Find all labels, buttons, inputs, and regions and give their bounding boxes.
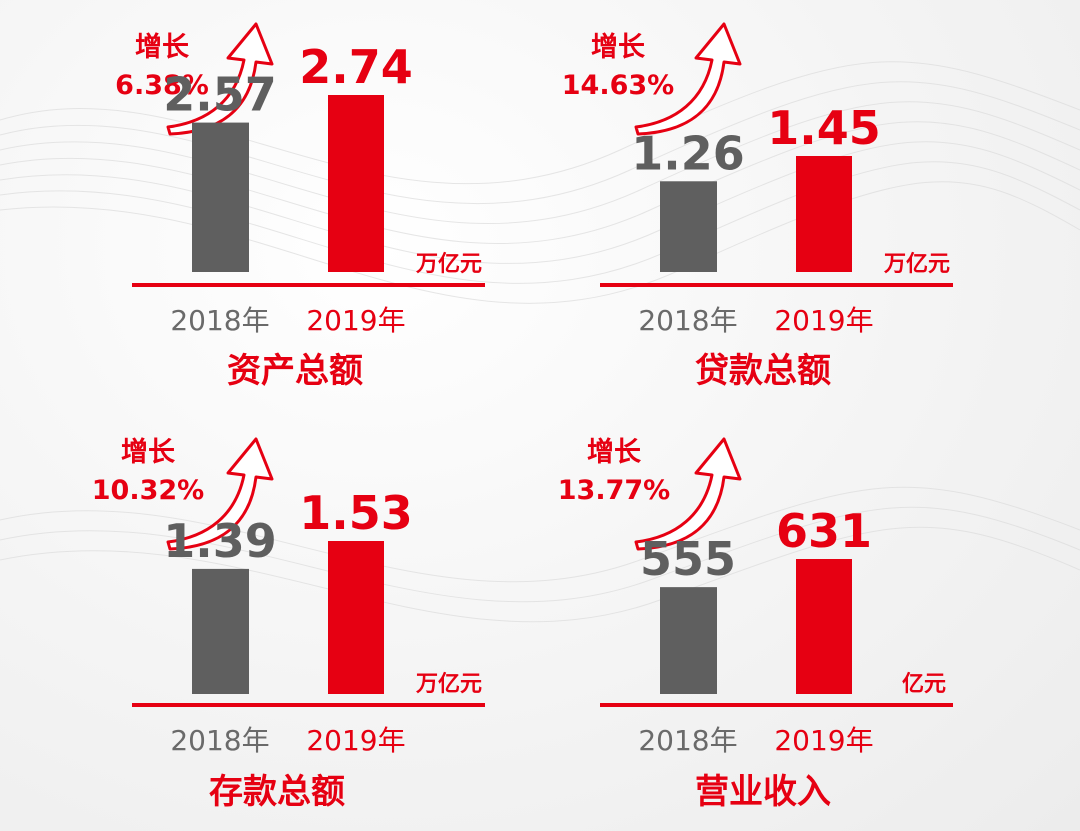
chart-deposits: 增长 10.32% 1.39 1.53 万亿元 2018年 2019年 存款总额: [92, 436, 485, 812]
unit-label: 万亿元: [415, 672, 482, 697]
growth-label: 增长: [587, 436, 642, 468]
growth-value: 6.38%: [115, 70, 209, 101]
category-label-2018: 2018年: [638, 304, 737, 337]
bar-2019: [328, 95, 384, 272]
value-label-2018: 555: [640, 532, 736, 586]
growth-value: 13.77%: [558, 475, 670, 506]
chart-title: 存款总额: [209, 772, 345, 812]
growth-arrow-icon: [166, 437, 274, 551]
curved-up-arrow-icon: [634, 437, 742, 551]
category-label-2019: 2019年: [306, 724, 405, 757]
category-label-2018: 2018年: [170, 304, 269, 337]
growth-label: 增长: [591, 31, 646, 63]
value-label-2019: 2.74: [299, 40, 413, 94]
bar-2018: [660, 587, 717, 694]
growth-arrow-icon: [634, 437, 742, 551]
bar-2018: [660, 181, 717, 272]
curved-up-arrow-icon: [634, 22, 742, 136]
unit-label: 万亿元: [415, 252, 482, 277]
chart-panel-revenue: 增长 13.77% 555 631 亿元 2018年 2019年 营业收入: [468, 415, 1008, 830]
value-label-2018: 2.57: [163, 68, 277, 122]
chart-assets: 增长 6.38% 2.57 2.74 万亿元 2018年 2019年 资产总额: [115, 22, 485, 391]
category-label-2019: 2019年: [774, 304, 873, 337]
category-label-2018: 2018年: [170, 724, 269, 757]
chart-revenue: 增长 13.77% 555 631 亿元 2018年 2019年 营业收入: [558, 436, 953, 812]
value-label-2018: 1.39: [163, 514, 277, 568]
category-label-2019: 2019年: [774, 724, 873, 757]
chart-title: 贷款总额: [695, 351, 831, 391]
chart-title: 资产总额: [227, 351, 363, 391]
chart-loans: 增长 14.63% 1.26 1.45 万亿元 2018年 2019年 贷款总额: [562, 22, 953, 391]
value-label-2018: 1.26: [631, 126, 745, 180]
category-label-2019: 2019年: [306, 304, 405, 337]
bar-2018: [192, 568, 249, 694]
curved-up-arrow-icon: [166, 437, 274, 551]
growth-value: 14.63%: [562, 70, 674, 101]
value-label-2019: 1.53: [299, 486, 413, 540]
chart-panel-deposits: 增长 10.32% 1.39 1.53 万亿元 2018年 2019年 存款总额: [0, 415, 540, 830]
chart-title: 营业收入: [695, 772, 831, 812]
growth-label: 增长: [135, 31, 190, 63]
unit-label: 亿元: [902, 672, 946, 697]
value-label-2019: 1.45: [767, 101, 881, 155]
unit-label: 万亿元: [883, 252, 950, 277]
bar-2019: [796, 156, 852, 272]
category-label-2018: 2018年: [638, 724, 737, 757]
growth-label: 增长: [121, 436, 176, 468]
bar-2019: [328, 541, 384, 694]
bar-2019: [796, 559, 852, 694]
growth-value: 10.32%: [92, 475, 204, 506]
bar-2018: [192, 122, 249, 272]
chart-panel-assets: 增长 6.38% 2.57 2.74 万亿元 2018年 2019年 资产总额: [0, 0, 540, 415]
value-label-2019: 631: [776, 504, 872, 558]
growth-arrow-icon: [634, 22, 742, 136]
chart-panel-loans: 增长 14.63% 1.26 1.45 万亿元 2018年 2019年 贷款总额: [468, 0, 1008, 415]
